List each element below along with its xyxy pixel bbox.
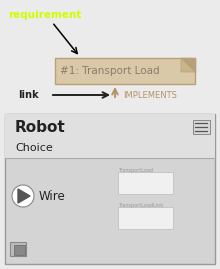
FancyBboxPatch shape (5, 114, 215, 264)
Polygon shape (181, 58, 195, 72)
Text: #1: Transport Load: #1: Transport Load (60, 66, 160, 76)
FancyBboxPatch shape (5, 114, 215, 158)
FancyBboxPatch shape (55, 58, 195, 84)
Text: Choice: Choice (15, 143, 53, 153)
FancyBboxPatch shape (193, 120, 210, 134)
Text: IMPLEMENTS: IMPLEMENTS (123, 90, 177, 100)
Text: TransportLoad: TransportLoad (118, 168, 153, 173)
FancyBboxPatch shape (118, 207, 173, 229)
FancyBboxPatch shape (118, 172, 173, 194)
FancyBboxPatch shape (14, 245, 25, 255)
Text: Wire: Wire (39, 189, 66, 203)
Text: TransportLoadLink: TransportLoadLink (118, 203, 163, 208)
Polygon shape (18, 189, 30, 203)
Text: link: link (18, 90, 39, 100)
Polygon shape (181, 58, 195, 72)
FancyBboxPatch shape (10, 242, 26, 256)
Text: Robot: Robot (15, 121, 66, 136)
Circle shape (12, 185, 34, 207)
Text: requirement: requirement (8, 10, 81, 20)
